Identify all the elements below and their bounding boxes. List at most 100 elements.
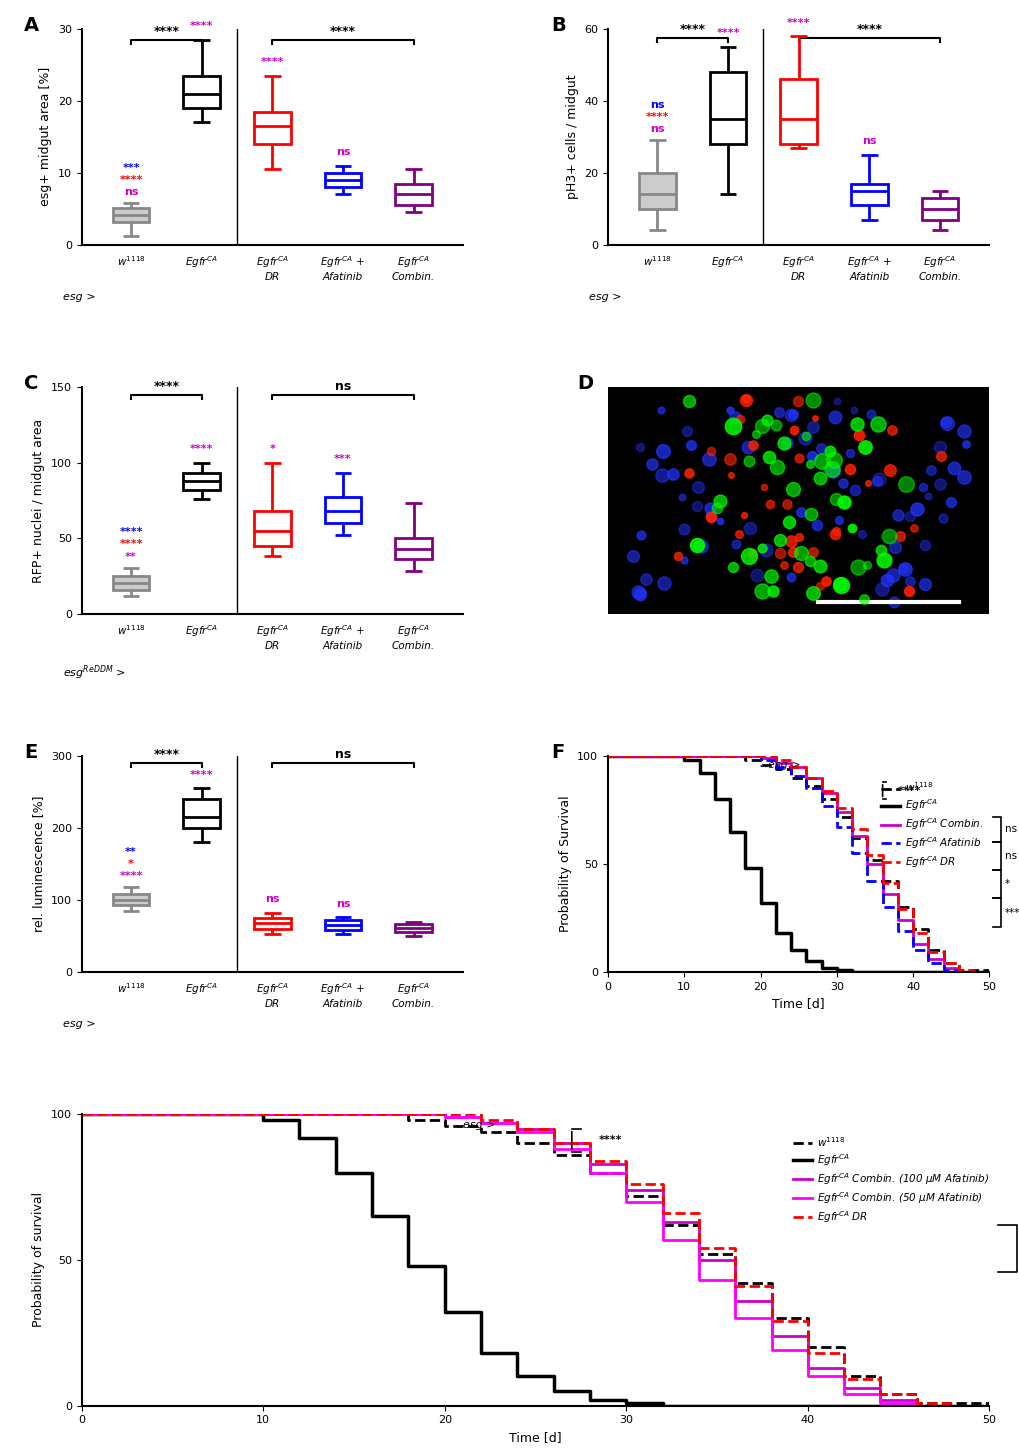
Text: ns: ns	[334, 380, 351, 393]
Point	[760, 445, 776, 468]
Point	[781, 511, 797, 535]
Point	[632, 523, 648, 546]
Point	[728, 533, 744, 556]
Point	[905, 516, 921, 539]
Point	[783, 565, 799, 588]
Point	[721, 448, 738, 471]
Y-axis label: pH3+ cells / midgut: pH3+ cells / midgut	[565, 74, 578, 199]
Bar	[183, 800, 220, 827]
Text: ns: ns	[265, 894, 279, 904]
Point	[836, 491, 852, 514]
Text: ****: ****	[119, 539, 143, 549]
Point	[841, 442, 857, 465]
Text: E: E	[24, 743, 38, 762]
Point	[702, 439, 718, 462]
Bar	[183, 474, 220, 490]
Point	[743, 542, 759, 565]
Point	[736, 503, 752, 526]
Text: ns: ns	[335, 898, 350, 909]
Point	[931, 435, 948, 458]
Point	[813, 449, 829, 472]
Point	[731, 522, 747, 545]
Bar	[112, 209, 149, 222]
X-axis label: Time [d]: Time [d]	[771, 997, 824, 1010]
Point	[891, 525, 907, 548]
Point	[805, 581, 821, 604]
Point	[900, 580, 916, 603]
Point	[777, 432, 794, 455]
Y-axis label: Probability of survival: Probability of survival	[33, 1193, 45, 1327]
Point	[932, 445, 949, 468]
Point	[792, 500, 808, 523]
Point	[643, 452, 659, 475]
Text: ns: ns	[649, 100, 664, 110]
Point	[896, 558, 912, 581]
Point	[741, 517, 757, 540]
Bar	[254, 917, 290, 929]
Point	[775, 554, 792, 577]
Point	[843, 517, 859, 540]
Point	[768, 456, 785, 480]
Point	[804, 388, 820, 412]
Text: ns: ns	[649, 125, 664, 133]
Bar	[112, 894, 149, 906]
Point	[859, 471, 875, 494]
Point	[850, 423, 866, 446]
Point	[955, 465, 971, 488]
Text: C: C	[24, 374, 39, 393]
Point	[861, 403, 877, 426]
Point	[808, 513, 824, 536]
Point	[702, 504, 718, 527]
Point	[747, 422, 763, 445]
Point	[878, 568, 895, 591]
Text: ***: ***	[334, 454, 352, 464]
Text: ns: ns	[334, 748, 351, 761]
Y-axis label: esg+ midgut area [%]: esg+ midgut area [%]	[39, 67, 52, 207]
Point	[858, 554, 874, 577]
Point	[846, 478, 862, 501]
Text: esg >: esg >	[588, 293, 621, 303]
Point	[753, 536, 769, 559]
Point	[817, 569, 834, 593]
Point	[871, 538, 888, 561]
Point	[937, 410, 954, 433]
Text: esg$^{ReDDM}$ >: esg$^{ReDDM}$ >	[62, 664, 125, 682]
Point	[824, 449, 841, 472]
Point	[710, 490, 727, 513]
Bar	[324, 920, 361, 930]
Point	[889, 503, 905, 526]
Bar	[780, 80, 816, 143]
Point	[823, 458, 840, 481]
Point	[802, 503, 818, 526]
Y-axis label: rel. luminescence [%]: rel. luminescence [%]	[33, 796, 45, 932]
Point	[702, 506, 718, 529]
Point	[801, 549, 817, 572]
Point	[834, 471, 850, 494]
Point	[653, 464, 669, 487]
Point	[957, 433, 973, 456]
Text: D: D	[577, 374, 593, 393]
Point	[632, 436, 648, 459]
Point	[827, 519, 844, 542]
Point	[874, 549, 891, 572]
Point	[897, 472, 913, 496]
Point	[921, 459, 937, 483]
Point	[908, 498, 924, 522]
Text: ****: ****	[153, 25, 179, 38]
Point	[812, 436, 828, 459]
Text: ****: ****	[856, 23, 881, 36]
Bar	[324, 497, 361, 523]
Point	[856, 435, 872, 458]
Point	[682, 433, 698, 456]
X-axis label: Time [d]: Time [d]	[508, 1430, 561, 1443]
Point	[918, 484, 934, 507]
Point	[804, 540, 820, 564]
Text: ****: ****	[715, 29, 739, 38]
Point	[887, 535, 903, 558]
Point	[755, 475, 771, 498]
Point	[731, 407, 747, 430]
Text: ****: ****	[119, 526, 143, 536]
Point	[738, 387, 754, 410]
Text: ****: ****	[598, 1136, 622, 1146]
Point	[784, 540, 800, 564]
